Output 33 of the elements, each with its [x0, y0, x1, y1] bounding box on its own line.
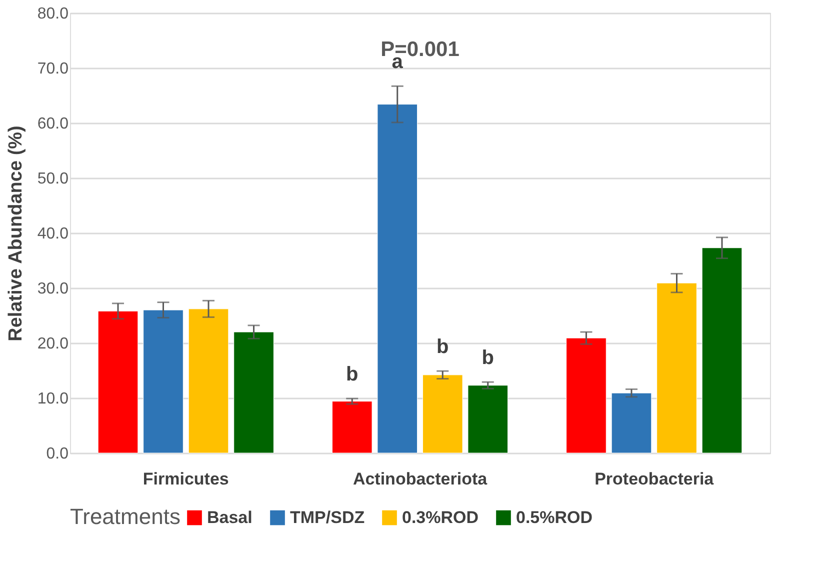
bar — [611, 392, 652, 454]
x-tick-label: Actinobacteriota — [352, 470, 488, 488]
bar — [98, 310, 138, 454]
bar — [143, 310, 184, 454]
y-tick-label: 50.0 — [37, 170, 69, 188]
bar — [702, 248, 742, 454]
y-tick-label: 30.0 — [37, 280, 69, 298]
bar — [332, 401, 372, 454]
legend-label: 0.5%ROD — [516, 508, 593, 527]
y-axis-title: Relative Abundance (%) — [5, 126, 26, 342]
legend-label: 0.3%ROD — [402, 508, 479, 527]
y-tick-label: 40.0 — [37, 226, 69, 242]
legend-label: TMP/SDZ — [290, 508, 365, 527]
x-tick-label: Firmicutes — [142, 470, 229, 488]
y-tick-label: 0.0 — [46, 446, 69, 462]
legend-label: Basal — [207, 508, 252, 527]
data-label: b — [482, 347, 494, 370]
bar — [422, 374, 463, 454]
y-tick-label: 80.0 — [37, 6, 69, 22]
bar — [566, 338, 606, 454]
y-tick-label: 20.0 — [37, 336, 69, 352]
data-label: b — [346, 364, 358, 386]
y-tick-label: 70.0 — [37, 60, 69, 78]
bar — [188, 308, 229, 454]
y-tick-label: 10.0 — [37, 390, 69, 408]
bar — [234, 332, 274, 454]
x-tick-label: Proteobacteria — [594, 470, 714, 488]
bar — [468, 385, 508, 454]
legend-title: Treatments — [70, 504, 180, 529]
bar — [377, 104, 418, 454]
data-label: b — [436, 336, 449, 358]
y-tick-label: 60.0 — [37, 116, 69, 132]
bar — [656, 282, 697, 454]
